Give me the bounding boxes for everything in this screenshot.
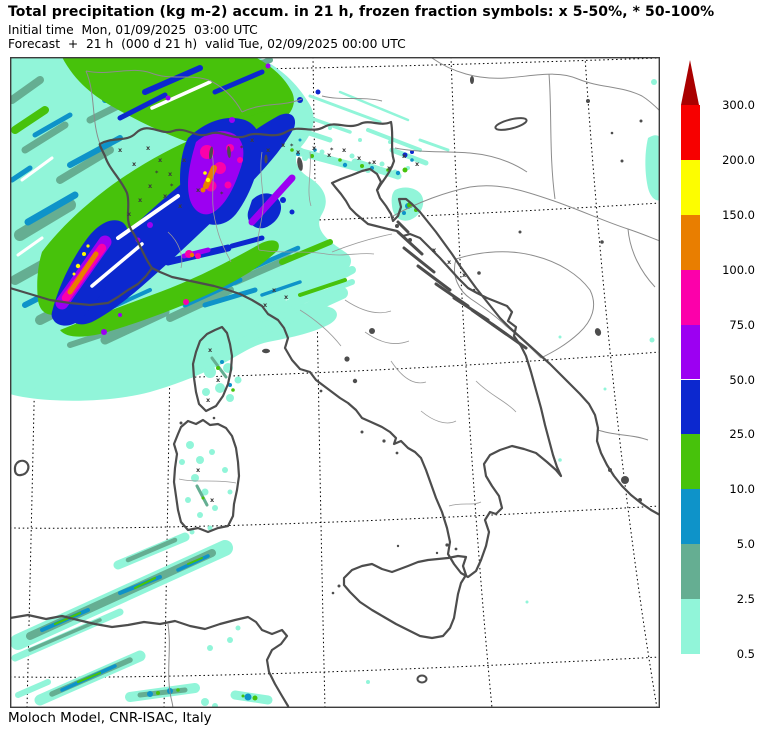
svg-text:x: x [132,160,137,168]
svg-text:x: x [432,246,437,254]
svg-text:*: * [240,144,244,152]
colorbar-band-0 [681,105,700,160]
colorbar-band-1 [681,159,700,215]
svg-text:x: x [208,346,213,354]
foreign-borders [85,57,661,711]
colorbar-tick-label: 5.0 [736,537,755,552]
svg-text:x: x [357,154,362,162]
colorbar-band-3 [681,269,700,325]
svg-text:x: x [182,156,187,164]
colorbar-tick-label: 75.0 [729,317,755,332]
svg-text:x: x [148,182,153,190]
svg-text:*: * [220,190,224,198]
svg-text:x: x [118,146,123,154]
svg-text:x: x [163,192,168,200]
model-credit: Moloch Model, CNR-ISAC, Italy [8,710,212,726]
svg-text:x: x [272,286,277,294]
colorbar-tick-label: 100.0 [722,262,755,277]
svg-text:x: x [210,496,215,504]
lakes-and-small-islands [179,76,643,684]
svg-text:*: * [368,160,372,168]
colorbar-band-6 [681,434,700,490]
svg-text:*: * [290,142,294,150]
colorbar-band-2 [681,214,700,270]
precipitation-map: xxx xxx xxx xxx xxx x xx xx x xxx xxx xxx … [8,56,662,712]
svg-text:x: x [178,202,183,210]
adriatic-islands [395,220,642,502]
svg-text:x: x [342,146,347,154]
colorbar-band-5 [681,379,700,435]
svg-text:x: x [250,136,255,144]
svg-text:x: x [447,258,452,266]
initial-time-line: Initial time Mon, 01/09/2025 03:00 UTC [8,23,258,37]
colorbar-overflow-arrow [681,60,699,105]
italy-region-borders [167,151,517,507]
forecast-line: Forecast + 21 h (000 d 21 h) valid Tue, … [8,37,406,51]
svg-text:x: x [462,271,467,279]
frozen-fraction-symbols: xxx xxx xxx xxx xxx x xx xx x xxx xxx xxx … [118,136,467,504]
svg-text:x: x [402,152,407,160]
svg-text:x: x [284,293,289,301]
colorbar-tick-label: 200.0 [722,152,755,167]
svg-text:*: * [330,146,334,154]
graticule-grid [9,56,661,709]
svg-text:x: x [263,301,268,309]
svg-text:x: x [327,151,332,159]
svg-text:x: x [196,466,201,474]
svg-text:x: x [387,164,392,172]
precip-layer-100 [67,165,217,295]
colorbar-band-7 [681,489,700,545]
colorbar-tick-label: 150.0 [722,207,755,222]
svg-text:x: x [138,196,143,204]
svg-text:x: x [296,148,301,156]
colorbar-tick-label: 25.0 [729,427,755,442]
colorbar-tick-label: 50.0 [729,372,755,387]
colorbar-band-8 [681,544,700,600]
svg-text:x: x [415,160,420,168]
svg-text:x: x [196,186,201,194]
colorbar-tick-label: 300.0 [722,98,755,112]
svg-text:x: x [372,158,377,166]
colorbar-tick-label: 10.0 [729,482,755,497]
svg-text:x: x [127,210,132,218]
svg-text:x: x [206,396,211,404]
page-title: Total precipitation (kg m-2) accum. in 2… [8,4,715,20]
coastlines [8,120,662,712]
svg-text:x: x [266,146,271,154]
svg-text:x: x [146,144,151,152]
svg-text:*: * [155,169,159,177]
svg-text:*: * [170,182,174,190]
svg-text:x: x [281,141,286,149]
colorbar-band-4 [681,324,700,380]
colorbar-tick-label: 2.5 [736,592,755,607]
svg-text:x: x [158,156,163,164]
svg-text:x: x [168,170,173,178]
colorbar: 300.0 200.0 150.0 100.0 75.0 50.0 25.0 10.0 5.0 2… [681,60,757,661]
colorbar-band-9 [681,599,700,654]
colorbar-tick-label: 0.5 [736,647,755,661]
svg-text:x: x [312,144,317,152]
svg-text:x: x [216,376,221,384]
precip-layer-white-gaps [16,80,212,288]
precip-layer-150 [72,171,211,276]
map-frame [9,57,660,708]
